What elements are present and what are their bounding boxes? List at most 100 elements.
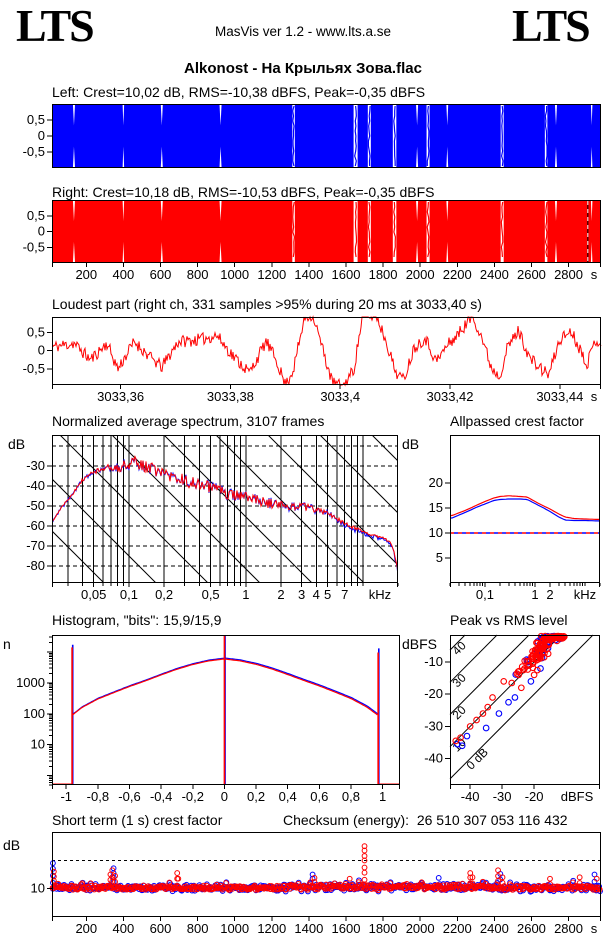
svg-text:1000: 1000	[16, 675, 45, 690]
svg-text:s: s	[591, 267, 598, 282]
svg-text:-70: -70	[26, 538, 45, 553]
svg-text:kHz: kHz	[574, 587, 596, 602]
svg-text:-0,6: -0,6	[118, 789, 140, 804]
lts-logo-left: LTS	[16, 0, 95, 51]
track-title: Alkonost - На Крыльях Зова.flac	[184, 60, 422, 77]
svg-text:0,1: 0,1	[476, 587, 494, 602]
svg-text:30: 30	[449, 671, 469, 691]
svg-text:1000: 1000	[220, 921, 249, 936]
svg-text:2200: 2200	[443, 267, 472, 282]
svg-text:-0,2: -0,2	[182, 789, 204, 804]
svg-text:10: 10	[31, 881, 45, 896]
svg-text:0,5: 0,5	[27, 324, 45, 339]
left-channel-stats-label: Left: Crest=10,02 dB, RMS=-10,38 dBFS, P…	[52, 84, 426, 100]
svg-text:0,6: 0,6	[310, 789, 328, 804]
svg-text:0: 0	[38, 343, 45, 358]
svg-text:2600: 2600	[517, 921, 546, 936]
svg-text:0,4: 0,4	[279, 789, 297, 804]
svg-text:400: 400	[113, 921, 135, 936]
svg-text:-40: -40	[424, 751, 443, 766]
svg-text:-50: -50	[26, 498, 45, 513]
spectrum-curves	[52, 454, 398, 576]
svg-text:3033,44: 3033,44	[536, 389, 583, 404]
svg-text:200: 200	[75, 921, 97, 936]
svg-text:40: 40	[449, 638, 469, 658]
allpass-y-unit: dB	[402, 436, 420, 452]
short-term-title: Short term (1 s) crest factor	[52, 812, 223, 828]
svg-text:-0,8: -0,8	[87, 789, 109, 804]
histogram-title: Histogram, "bits": 15,9/15,9	[52, 612, 222, 628]
svg-text:0 dB: 0 dB	[463, 745, 490, 772]
svg-text:1200: 1200	[257, 921, 286, 936]
svg-text:2000: 2000	[406, 921, 435, 936]
svg-text:-10: -10	[424, 654, 443, 669]
svg-text:600: 600	[150, 267, 172, 282]
svg-text:200: 200	[75, 267, 97, 282]
peak-rms-y-unit: dBFS	[402, 636, 438, 652]
svg-text:1200: 1200	[257, 267, 286, 282]
spectrum-title: Normalized average spectrum, 3107 frames	[52, 413, 325, 429]
svg-text:3: 3	[298, 587, 305, 602]
right-channel-stats-label: Right: Crest=10,18 dB, RMS=-10,53 dBFS, …	[52, 184, 435, 200]
svg-text:0,05: 0,05	[81, 587, 106, 602]
svg-text:400: 400	[113, 267, 135, 282]
svg-text:7: 7	[341, 587, 348, 602]
svg-text:-20: -20	[525, 789, 544, 804]
svg-text:1400: 1400	[294, 267, 323, 282]
checksum-label: Checksum (energy): 26 510 307 053 116 43…	[283, 812, 568, 828]
svg-text:-0,4: -0,4	[150, 789, 172, 804]
svg-text:0: 0	[38, 224, 45, 239]
svg-text:1600: 1600	[332, 267, 361, 282]
svg-text:800: 800	[187, 921, 209, 936]
svg-text:s: s	[591, 921, 598, 936]
svg-text:-1: -1	[60, 789, 72, 804]
svg-text:-40: -40	[461, 789, 480, 804]
svg-text:3033,42: 3033,42	[427, 389, 474, 404]
svg-text:2400: 2400	[480, 267, 509, 282]
svg-text:0,1: 0,1	[120, 587, 138, 602]
svg-text:-20: -20	[424, 686, 443, 701]
svg-text:1: 1	[531, 587, 538, 602]
peak-rms-title: Peak vs RMS level	[450, 612, 568, 628]
svg-text:-30: -30	[26, 458, 45, 473]
app-version-text: MasVis ver 1.2 - www.lts.a.se	[214, 24, 392, 39]
spectrum-y-unit: dB	[8, 436, 26, 452]
svg-text:2: 2	[546, 587, 553, 602]
svg-text:3033,36: 3033,36	[97, 389, 144, 404]
svg-text:3033,4: 3033,4	[320, 389, 360, 404]
svg-text:2: 2	[277, 587, 284, 602]
svg-text:-30: -30	[424, 718, 443, 733]
svg-text:5: 5	[324, 587, 331, 602]
svg-text:1: 1	[379, 789, 386, 804]
svg-text:-40: -40	[26, 478, 45, 493]
histogram-y-unit: n	[3, 636, 11, 652]
svg-text:20: 20	[449, 703, 469, 723]
svg-text:-30: -30	[493, 789, 512, 804]
svg-text:1: 1	[242, 587, 249, 602]
svg-text:0,5: 0,5	[27, 112, 45, 127]
loudest-part-title: Loudest part (right ch, 331 samples >95%…	[52, 296, 482, 312]
svg-text:0,2: 0,2	[247, 789, 265, 804]
svg-text:1800: 1800	[369, 267, 398, 282]
svg-text:0,2: 0,2	[155, 587, 173, 602]
svg-text:kHz: kHz	[369, 587, 391, 602]
svg-text:0,5: 0,5	[27, 208, 45, 223]
svg-text:800: 800	[187, 267, 209, 282]
svg-text:10: 10	[429, 525, 443, 540]
svg-text:1600: 1600	[332, 921, 361, 936]
svg-text:-0,5: -0,5	[23, 361, 45, 376]
svg-text:-60: -60	[26, 518, 45, 533]
allpass-title: Allpassed crest factor	[450, 413, 584, 429]
svg-text:3033,38: 3033,38	[207, 389, 254, 404]
svg-text:5: 5	[436, 550, 443, 565]
short-term-y-unit: dB	[3, 837, 21, 853]
svg-text:0: 0	[38, 128, 45, 143]
svg-text:-0,5: -0,5	[23, 239, 45, 254]
svg-text:2800: 2800	[554, 267, 583, 282]
svg-text:0,5: 0,5	[202, 587, 220, 602]
svg-text:2000: 2000	[406, 267, 435, 282]
svg-text:10: 10	[31, 737, 45, 752]
svg-text:-0,5: -0,5	[23, 144, 45, 159]
svg-text:2400: 2400	[480, 921, 509, 936]
